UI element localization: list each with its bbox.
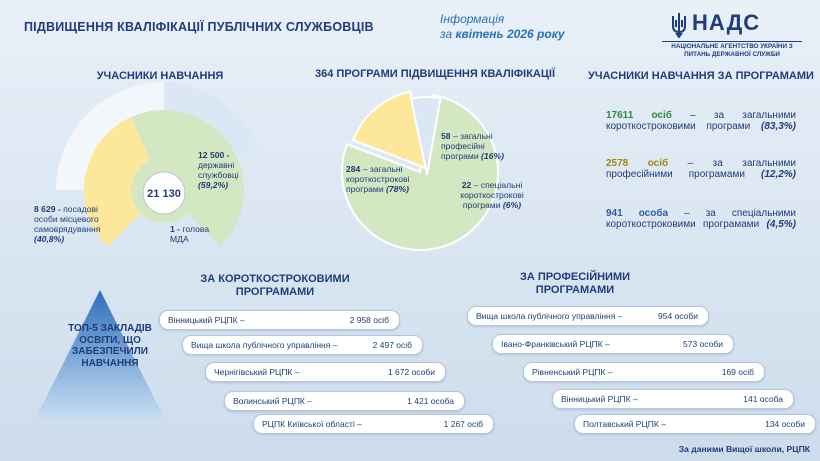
center-total-disc [142, 171, 186, 215]
row-value: 573 особи [683, 339, 723, 349]
row-name: Волинський РЦПК – [233, 396, 312, 406]
pie-slice-special [409, 96, 442, 176]
by-program-item-general-short: 17611 осіб – за загальними короткостроко… [606, 110, 796, 132]
info-period-line: за квітень 2026 року [440, 27, 565, 42]
row-value: 1 672 особи [387, 367, 435, 377]
top5-label: ТОП-5 ЗАКЛАДІВ ОСВІТИ, ЩО ЗАБЕЗПЕЧИЛИ НА… [68, 323, 152, 369]
row-name: Полтавський РЦПК – [583, 419, 666, 429]
row-name: Івано-Франківський РЦПК – [501, 339, 610, 349]
general-short-pct: (78%) [386, 184, 409, 194]
prof-programs-heading: ЗА ПРОФЕСІЙНИМИ ПРОГРАМАМИ [519, 271, 631, 296]
general-prof-text: – загальні професійні програми [441, 131, 493, 161]
by-program-num: 941 особа [606, 208, 669, 219]
participants-total: 21 130 [147, 188, 181, 200]
row-name: Вінницький РЦПК – [168, 315, 245, 325]
general-prof-num: 58 [441, 131, 451, 141]
prof-row-poltava: Полтавський РЦПК – 134 особи [574, 414, 816, 434]
trident-icon [672, 13, 686, 38]
by-program-pct: (12,2%) [760, 169, 796, 180]
row-value: 1 421 особа [407, 396, 454, 406]
local-pct: (40,8%) [34, 234, 65, 244]
row-name: Чернігівський РЦПК – [214, 367, 300, 377]
civil-num: 12 500 - [198, 150, 230, 160]
participants-heading: УЧАСНИКИ НАВЧАННЯ [96, 70, 224, 82]
special-text: – спеціальні короткострокові програми [460, 180, 524, 210]
programs-pie-chart [341, 90, 499, 251]
row-value: 954 особи [658, 311, 698, 321]
info-period: квітень 2026 року [455, 27, 565, 41]
short-row-vinnytsia: Вінницький РЦПК – 2 958 осіб [159, 310, 400, 330]
row-value: 2 497 осіб [372, 340, 412, 350]
general-prof-label: 58 – загальні професійні програми (16%) [441, 131, 521, 161]
pie-slice-general-short [341, 94, 499, 251]
prof-row-ivano-frankivsk: Івано-Франківський РЦПК – 573 особи [492, 334, 734, 354]
by-program-item-general-prof: 2578 осіб – за загальними професійними п… [606, 158, 796, 180]
civil-text: державні службовці [198, 160, 239, 180]
special-label: 22 – спеціальні короткострокові програми… [452, 180, 532, 210]
local-gov-label: 8 629 - посадові особи місцевого самовря… [34, 204, 114, 244]
logo-word: НАДС [692, 10, 761, 35]
short-row-higher-school: Вища школа публічного управління – 2 497 … [182, 335, 423, 355]
local-num: 8 629 - [34, 204, 61, 214]
logo-subtitle: НАЦІОНАЛЬНЕ АГЕНТСТВО УКРАЇНИ З ПИТАНЬ Д… [662, 41, 802, 58]
by-program-text: – за загальними короткостроковими програ… [606, 110, 796, 132]
programs-count: 364 [315, 68, 334, 80]
by-program-item-special: 941 особа – за спеціальними короткострок… [606, 208, 796, 230]
by-program-num: 2578 осіб [606, 158, 669, 169]
row-name: Рівненський РЦПК – [532, 367, 613, 377]
general-short-label: 284 – загальні короткострокові програми … [346, 164, 426, 194]
local-text: посадові особи місцевого самоврядування [34, 204, 101, 234]
special-num: 22 [461, 180, 472, 190]
local-government-segment [83, 117, 151, 247]
by-program-text: – за спеціальними короткостроковими прог… [606, 208, 796, 230]
participants-chart: 21 130 [56, 82, 260, 247]
head-mda-label: 1 - голова МДА [170, 224, 230, 244]
by-program-heading: УЧАСНИКИ НАВЧАННЯ ЗА ПРОГРАМАМИ [588, 70, 814, 82]
general-prof-pct: (16%) [481, 151, 504, 161]
civil-servants-segment [130, 110, 244, 247]
programs-heading: 364 ПРОГРАМИ ПІДВИЩЕННЯ КВАЛІФІКАЦІЇ [300, 68, 570, 80]
head-num: 1 - [170, 224, 181, 234]
programs-heading-text: ПРОГРАМИ ПІДВИЩЕННЯ КВАЛІФІКАЦІЇ [333, 68, 555, 80]
short-row-chernihiv: Чернігівський РЦПК – 1 672 особи [205, 362, 446, 382]
prof-row-higher-school: Вища школа публічного управління – 954 ос… [467, 306, 709, 326]
civil-servants-label: 12 500 - державні службовці (59,2%) [198, 150, 268, 190]
prof-row-vinnytsia: Вінницький РЦПК – 141 особа [552, 389, 794, 409]
civil-pct: (59,2%) [198, 180, 229, 190]
general-short-num: 284 [346, 164, 361, 174]
short-row-volyn: Волинський РЦПК – 1 421 особа [224, 391, 465, 411]
pie-slice-general-prof [351, 90, 428, 170]
page-title: ПІДВИЩЕННЯ КВАЛІФІКАЦІЇ ПУБЛІЧНИХ СЛУЖБО… [24, 20, 374, 34]
by-program-pct: (4,5%) [766, 219, 796, 230]
prof-row-rivne: Рівненський РЦПК – 169 осіб [523, 362, 765, 382]
info-prefix: за [440, 27, 456, 41]
general-short-text: – загальні короткострокові програми [346, 164, 410, 194]
nads-logo: НАДС НАЦІОНАЛЬНЕ АГЕНТСТВО УКРАЇНИ З ПИТ… [662, 10, 803, 58]
special-pct: (6%) [502, 200, 522, 210]
row-value: 141 особа [743, 394, 783, 404]
info-label: Інформація [440, 12, 505, 26]
row-name: Вища школа публічного управління – [191, 340, 338, 350]
row-name: Вища школа публічного управління – [476, 311, 623, 321]
report-period: Інформація за квітень 2026 року [440, 12, 565, 42]
row-value: 2 958 осіб [349, 315, 389, 325]
by-program-num: 17611 осіб [606, 110, 672, 121]
row-value: 1 267 осіб [443, 419, 483, 429]
short-programs-heading: ЗА КОРОТКОСТРОКОВИМИ ПРОГРАМАМИ [200, 273, 350, 298]
row-value: 169 осіб [721, 367, 754, 377]
by-program-pct: (83,3%) [760, 121, 796, 132]
row-name: РЦПК Київської області – [262, 419, 362, 429]
row-name: Вінницький РЦПК – [561, 394, 638, 404]
by-program-text: – за загальними професійними програмами [606, 158, 796, 180]
short-row-kyiv-region: РЦПК Київської області – 1 267 осіб [253, 414, 494, 434]
head-text: голова МДА [170, 224, 210, 244]
row-value: 134 особи [765, 419, 805, 429]
data-source: За даними Вищої школи, РЦПК [678, 444, 810, 454]
top5-triangle [36, 290, 164, 418]
